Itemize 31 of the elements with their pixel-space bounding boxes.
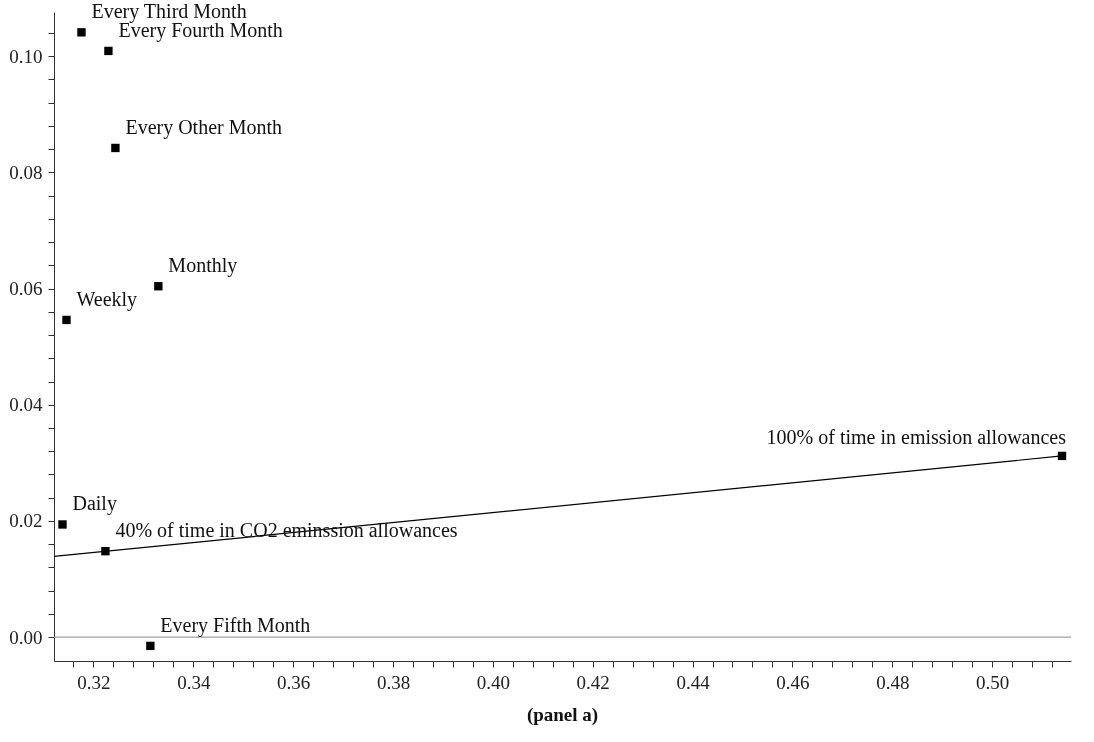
annotation: Every Third Month <box>91 0 247 24</box>
point <box>62 315 71 325</box>
x-tick-label: 0.48 <box>876 671 910 693</box>
annotation: Weekly <box>76 287 138 311</box>
x-tick-label: 0.40 <box>476 671 510 693</box>
y-tick-label: 0.08 <box>9 161 43 183</box>
point <box>154 282 163 291</box>
y-tick-label: 0.00 <box>9 626 43 648</box>
point <box>146 641 155 651</box>
annotation: 100% of time in emission allowances <box>766 425 1067 448</box>
x-tick-label: 0.36 <box>277 671 311 693</box>
x-tick-label: 0.42 <box>576 671 610 693</box>
x-tick-label: 0.34 <box>177 671 211 693</box>
x-tick-label: 0.32 <box>77 671 111 693</box>
y-tick-label: 0.06 <box>9 278 43 300</box>
point <box>77 28 86 37</box>
x-tick-label: 0.46 <box>776 671 810 693</box>
annotation: Every Fifth Month <box>160 613 311 637</box>
x-tick-label: 0.44 <box>676 671 711 693</box>
annotation: Daily <box>72 492 117 516</box>
annotation: Monthly <box>168 254 238 278</box>
x-tick-label: 0.38 <box>376 671 411 693</box>
point <box>104 46 113 56</box>
point <box>111 143 120 153</box>
x-tick-label: 0.50 <box>975 671 1010 693</box>
y-tick-label: 0.10 <box>9 45 43 67</box>
point <box>58 520 67 529</box>
y-tick-label: 0.04 <box>9 394 43 416</box>
text: (panel a) <box>526 704 599 726</box>
annotation: Every Other Month <box>125 115 283 139</box>
y-tick-label: 0.02 <box>9 510 43 532</box>
